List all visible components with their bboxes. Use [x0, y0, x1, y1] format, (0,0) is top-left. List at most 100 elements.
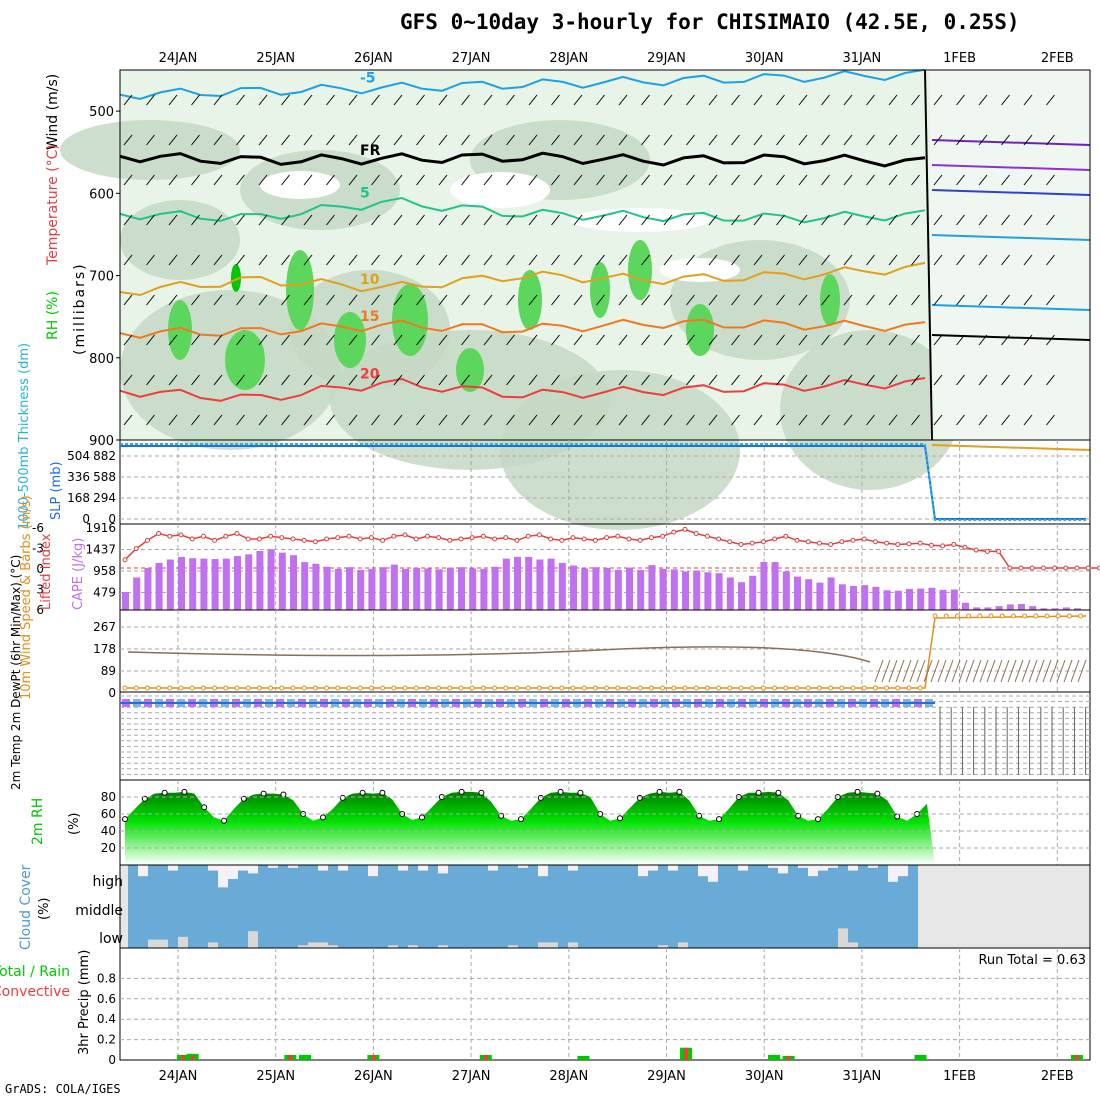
slp-tick-label: 588 — [93, 470, 116, 484]
y-tick-label: 900 — [89, 434, 114, 449]
cape-tick-label: 1437 — [85, 543, 116, 557]
li-point — [693, 531, 699, 536]
cloud-low-bar — [568, 942, 578, 948]
cloud-high-bar — [648, 870, 658, 893]
wind-barb — [956, 334, 965, 346]
cloud-high-bar — [658, 865, 668, 893]
wind-barb — [236, 94, 245, 106]
wind-barb — [911, 374, 920, 386]
rh-point — [379, 789, 386, 796]
wind-tick-label: 267 — [93, 620, 116, 634]
cloud-low-bar — [438, 945, 448, 948]
wind-barb — [573, 294, 583, 306]
precip-total-bar — [767, 1054, 780, 1060]
wind-barb — [843, 254, 853, 266]
wind-barb — [978, 174, 988, 186]
wind-speed-point — [648, 685, 654, 691]
li-point — [749, 540, 755, 546]
wind-speed-point — [1033, 613, 1039, 619]
li-point — [1096, 565, 1100, 571]
wind-barb — [821, 214, 830, 226]
rh-dry-area — [450, 172, 550, 208]
wind-barb — [371, 294, 380, 306]
wind-barb — [168, 374, 178, 386]
isotherm-15 — [119, 318, 926, 339]
wind-barb — [641, 254, 650, 266]
wind-barb — [371, 374, 380, 386]
wind-barb — [258, 334, 268, 346]
cape-bar — [670, 569, 678, 610]
wind-barb — [911, 294, 920, 306]
rh-point — [617, 815, 623, 822]
wind-barb — [1063, 659, 1073, 683]
wind-barb — [326, 294, 335, 306]
wind-barb — [258, 374, 268, 386]
date-label-top: 31JAN — [843, 51, 882, 66]
wind-barb — [1023, 254, 1033, 266]
wind-speed-point — [413, 685, 419, 691]
cape-bar — [1051, 608, 1059, 610]
wind-barb — [551, 214, 560, 226]
isotherm-FR — [119, 151, 926, 168]
wind-barb — [348, 134, 358, 146]
wind-barb — [371, 214, 380, 226]
wind-barb — [393, 414, 403, 426]
wind-barb — [776, 414, 785, 426]
isotherm-after — [931, 334, 1091, 341]
wind-barb — [798, 134, 808, 146]
wind-barb — [371, 134, 380, 146]
rh2m-panel: 20 40 60 80 — [101, 779, 1091, 866]
cloud-high-bar — [438, 873, 448, 893]
wind-barb — [821, 414, 830, 426]
cape-bar — [659, 568, 667, 610]
date-label-bottom: 28JAN — [549, 1069, 588, 1084]
date-label-top: 28JAN — [549, 51, 588, 66]
wind-barb — [236, 134, 245, 146]
rh-point — [894, 813, 901, 820]
wind-barb — [753, 174, 763, 186]
wind-barb — [461, 294, 470, 306]
wind-barb — [1046, 254, 1055, 266]
cloud-high-bar — [178, 865, 188, 893]
wind-barb — [1042, 659, 1052, 683]
date-label-top: 1FEB — [943, 51, 976, 66]
li-point — [738, 542, 744, 548]
wind-barb — [416, 254, 425, 266]
wind-barb — [1046, 94, 1055, 106]
wind-barb — [933, 214, 943, 226]
wind-barb — [236, 414, 245, 426]
wind-speed-point — [581, 685, 587, 691]
precip-total-rain-label: Total / Rain — [0, 964, 70, 980]
cloud-low-bar — [538, 942, 548, 948]
cape-bar — [256, 550, 264, 610]
wind-barb — [663, 294, 673, 306]
rh-point — [557, 788, 564, 795]
wind-barb-line — [127, 646, 871, 663]
wind-barb — [146, 214, 155, 226]
wind-barb — [888, 659, 898, 683]
li-point — [1040, 565, 1046, 571]
precip-frame — [119, 947, 1091, 1061]
slp-tick-label: 294 — [93, 491, 116, 505]
wind-barb — [923, 659, 933, 683]
wind-barb — [866, 254, 875, 266]
rh-point — [874, 790, 881, 797]
wind-barb — [911, 414, 920, 426]
cloud-high-bar — [318, 870, 328, 893]
wind-barb — [303, 214, 313, 226]
wind-barb — [1023, 134, 1033, 146]
wind-barb — [641, 94, 650, 106]
li-point — [794, 537, 800, 543]
cape-bar — [1074, 608, 1081, 610]
li-point — [324, 536, 330, 542]
li-point — [525, 533, 531, 539]
wind-barb — [978, 94, 988, 106]
wind-barb — [281, 414, 290, 426]
wind-speed-point — [122, 685, 128, 691]
wind-barb — [191, 414, 200, 426]
wind-barb — [978, 254, 988, 266]
li-tick-label: 3 — [36, 583, 44, 597]
date-label-bottom: 30JAN — [745, 1069, 784, 1084]
wind-barb — [731, 334, 740, 346]
